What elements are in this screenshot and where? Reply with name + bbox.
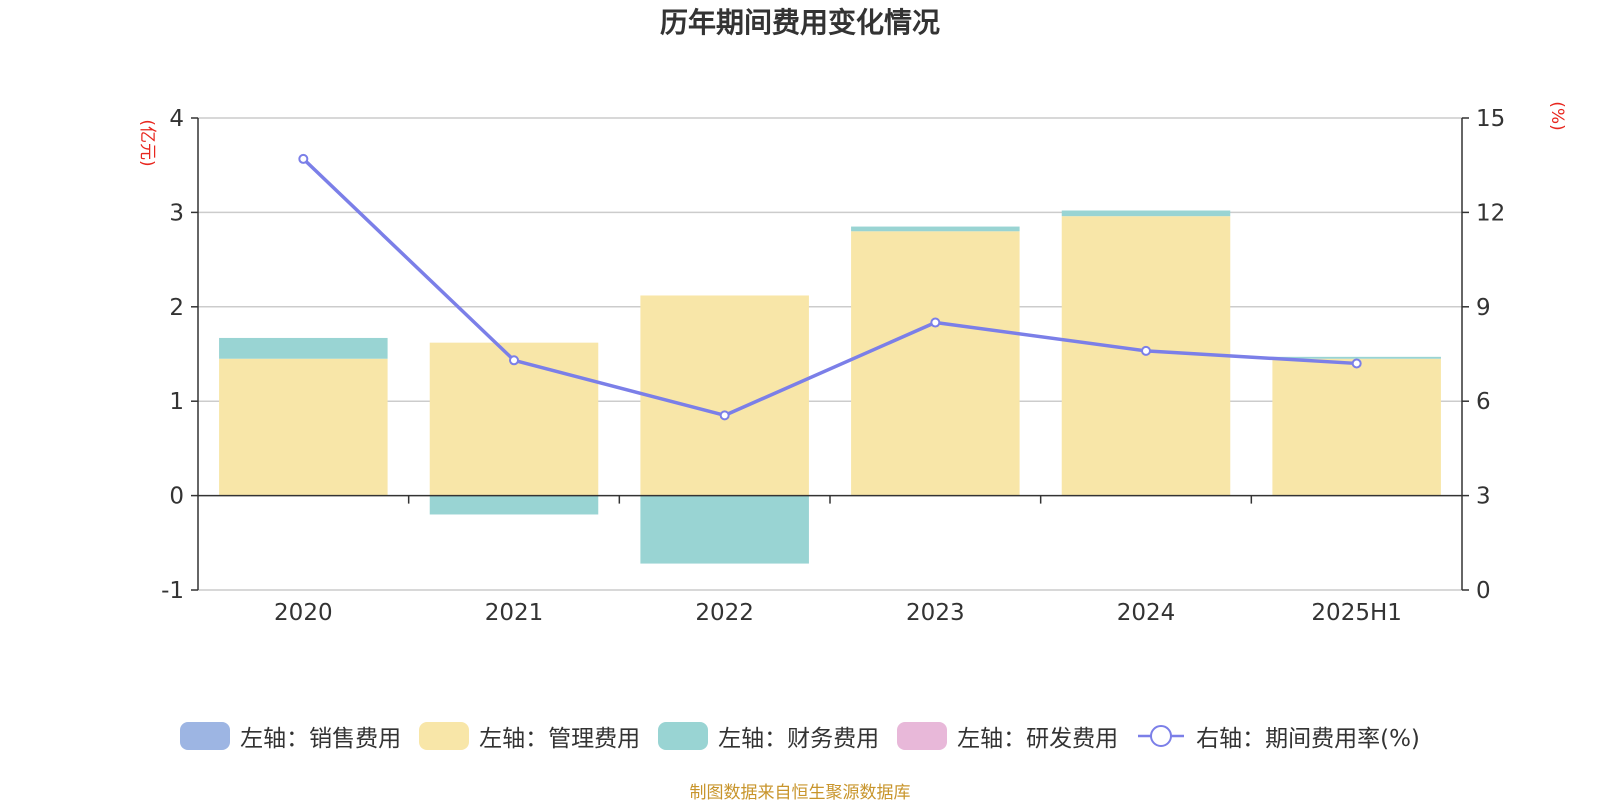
legend-label: 左轴：研发费用 [957,726,1119,752]
rate-point [509,355,519,366]
legend-item[interactable]: 左轴：研发费用 [897,719,1118,753]
legend-item[interactable]: 右轴：期间费用率(%) [1136,719,1420,753]
rate-point [298,153,309,164]
legend: 左轴：销售费用 左轴：管理费用 左轴：财务费用 左轴：研发费用 右轴：期间费用率(%) [0,718,1600,754]
rate-line [302,157,1357,418]
rate-point [930,317,941,328]
category-label: 2025H1 [1311,600,1401,626]
chart-svg: 历年期间费用变化情况 (亿元) (%) 4 3 2 1 0 -1 15 12 9 6 3 0 2020 2… [137,6,1567,626]
right-axis-unit: (%) [1547,101,1567,130]
right-tick-label: 12 [1476,200,1505,226]
left-tick-label: 1 [169,389,184,415]
legend-label: 右轴：期间费用率(%) [1196,726,1420,752]
legend-swatch [897,722,948,750]
bar-segment [640,295,809,496]
line-layer [298,153,1362,421]
legend-line-swatch [1138,725,1185,747]
legend-item[interactable]: 左轴：销售费用 [180,719,401,753]
category-label: 2023 [906,600,965,626]
legend-label: 左轴：财务费用 [718,726,880,752]
bar-segment [1272,358,1441,496]
category-label: 2020 [274,600,333,626]
legend-label: 左轴：销售费用 [240,726,402,752]
legend-item[interactable]: 左轴：管理费用 [419,719,640,753]
source-note: 制图数据来自恒生聚源数据库 [689,783,911,803]
legend-swatch [419,722,470,750]
bar-segment [1061,210,1231,217]
left-tick-label: 3 [169,200,184,226]
right-tick-label: 9 [1476,295,1491,321]
right-tick-label: 6 [1476,389,1491,415]
legend-swatch [658,722,709,750]
left-tick-label: 0 [169,484,184,510]
bar-segment [219,337,388,359]
legend-swatch [180,722,231,750]
legend-label: 左轴：管理费用 [479,726,641,752]
bar-segment [219,358,388,496]
bar-layer [219,210,1441,564]
right-tick-label: 0 [1476,578,1491,604]
category-label: 2022 [695,600,754,626]
grid-lines [198,117,1462,591]
rate-point [719,410,730,421]
legend-item[interactable]: 左轴：财务费用 [658,719,879,753]
bar-segment [429,495,599,515]
bar-segment [640,495,809,564]
rate-point [1351,358,1362,369]
bar-segment [429,342,599,496]
rate-point [1141,345,1151,356]
right-tick-label: 15 [1476,106,1505,132]
left-tick-label: 4 [169,106,184,132]
left-tick-label: 2 [169,295,184,321]
left-tick-label: -1 [161,578,184,604]
category-label: 2024 [1117,600,1176,626]
bar-segment [1272,356,1441,359]
category-label: 2021 [485,600,544,626]
left-axis-unit: (亿元) [137,119,157,166]
bar-segment [851,231,1020,496]
right-tick-label: 3 [1476,484,1491,510]
axes [191,117,1469,591]
tick-labels: 4 3 2 1 0 -1 15 12 9 6 3 0 2020 2021 2022 2023 2024 2025H… [161,106,1505,626]
bar-segment [851,226,1020,232]
chart-title: 历年期间费用变化情况 [660,6,940,39]
